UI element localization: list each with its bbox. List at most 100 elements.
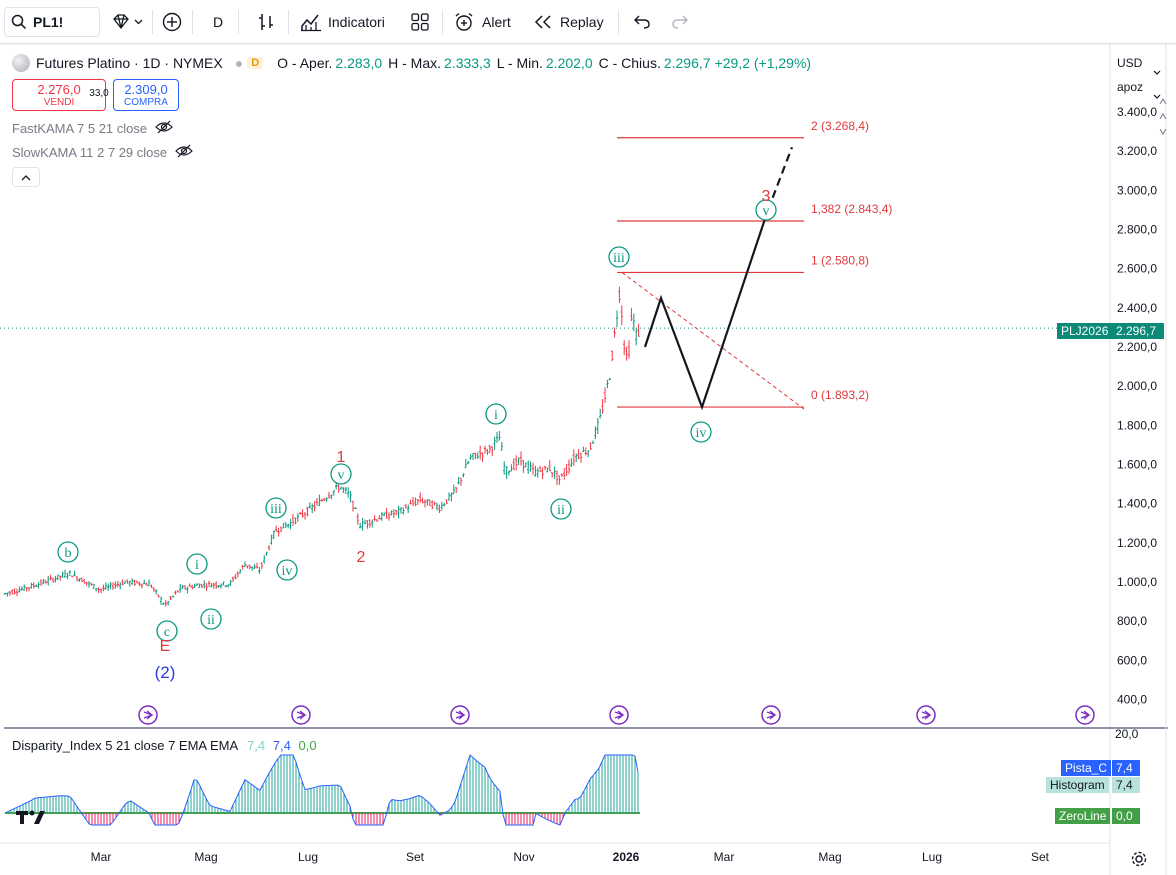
- buy-label: COMPRA: [124, 97, 168, 108]
- scroll-down-icon[interactable]: [1159, 128, 1167, 135]
- pista-tag: Pista_C: [1061, 760, 1112, 776]
- fib-level-label: 1,382 (2.843,4): [811, 202, 892, 216]
- symbol-label: PL1!: [33, 14, 64, 30]
- projection-path[interactable]: [643, 146, 794, 411]
- wave-label-b: b: [65, 546, 72, 561]
- wave-circle: [485, 403, 507, 425]
- spread-value: 33,0: [89, 88, 109, 99]
- currency-select[interactable]: USD: [1113, 52, 1165, 75]
- wave-circle: [265, 497, 287, 519]
- eye-hidden-icon[interactable]: [155, 120, 173, 137]
- wave-label-c: c: [164, 625, 170, 640]
- legend-header: Futures Platino · 1D · NYMEX ● D O - Ape…: [12, 54, 811, 72]
- wave-circle: [57, 541, 79, 563]
- price-axis-label: 1.000,0: [1117, 575, 1157, 589]
- time-axis-label: Set: [1031, 850, 1050, 864]
- indicator-label: FastKAMA 7 5 21 close: [12, 121, 148, 136]
- wave-label-iv1: iv: [282, 564, 293, 579]
- event-markers[interactable]: [138, 705, 1095, 725]
- event-marker-icon: [609, 705, 629, 725]
- event-marker-icon: [138, 705, 158, 725]
- disparity-oscillator: [4, 754, 640, 826]
- delay-badge[interactable]: D: [247, 57, 264, 69]
- wave-circle: [330, 463, 352, 485]
- price-axis-label: 2.800,0: [1117, 223, 1157, 237]
- pista-value: 7,4: [1112, 760, 1140, 776]
- tradingview-logo[interactable]: [16, 809, 46, 830]
- wave-label-E: E: [160, 638, 171, 655]
- alert-button[interactable]: Alert: [454, 7, 520, 37]
- scale-mode-select[interactable]: apoz: [1113, 76, 1165, 99]
- dot-separator: ●: [234, 55, 244, 71]
- indicators-label: Indicatori: [328, 14, 385, 30]
- chevron-up-icon: [21, 168, 31, 186]
- event-arrow: [1080, 710, 1091, 720]
- buy-price: 2.309,0: [124, 82, 168, 97]
- event-marker-icon: [450, 705, 470, 725]
- compare-symbol-button[interactable]: [106, 7, 148, 37]
- wave-label-i2: i: [494, 408, 498, 423]
- price-axis-label: 2.000,0: [1117, 379, 1157, 393]
- chart-canvas[interactable]: 3.400,0 3.200,0 3.000,0 2.800,0 2.600,0 2.400…: [0, 44, 1176, 875]
- bar-chart-icon: [257, 12, 275, 32]
- eye-hidden-icon[interactable]: [175, 144, 193, 161]
- templates-button[interactable]: [406, 7, 434, 37]
- gear-icon: [1130, 851, 1148, 872]
- price-bars: [3, 286, 640, 607]
- symbol-title[interactable]: Futures Platino · 1D · NYMEX: [36, 55, 223, 71]
- scroll-up-icon[interactable]: [1159, 98, 1167, 105]
- oscillator-value-2: 7,4: [272, 738, 291, 753]
- wave-circle: [200, 608, 222, 630]
- interval-button[interactable]: D: [212, 14, 224, 30]
- price-axis-label: 2.200,0: [1117, 340, 1157, 354]
- oscillator-legend[interactable]: Disparity_Index 5 21 close 7 EMA EMA 7,4…: [12, 738, 317, 753]
- wave-label-iii2: iii: [613, 251, 625, 266]
- undo-icon: [634, 15, 650, 29]
- oscillator-title: Disparity_Index 5 21 close 7 EMA EMA: [12, 738, 238, 753]
- grid-icon: [411, 13, 429, 31]
- time-axis-label: Mag: [818, 850, 841, 864]
- price-axis[interactable]: 3.400,0 3.200,0 3.000,0 2.800,0 2.600,0 2.400…: [1117, 105, 1157, 707]
- platinum-logo-icon: [12, 54, 30, 72]
- indicator-slowkama[interactable]: SlowKAMA 11 2 7 29 close: [12, 144, 193, 161]
- event-marker-icon: [761, 705, 781, 725]
- time-axis[interactable]: Mar Mag Lug Set Nov 2026 Mar Mag Lug Set: [91, 850, 1050, 864]
- wave-label-ii1: ii: [207, 613, 215, 628]
- chart-settings-button[interactable]: [1130, 850, 1148, 873]
- symbol-search[interactable]: PL1!: [4, 7, 100, 37]
- replay-button[interactable]: Replay: [534, 7, 610, 37]
- low-key: L - Min.: [496, 55, 543, 71]
- sell-button[interactable]: 2.276,0 VENDI: [12, 79, 106, 111]
- projection-line: [643, 209, 770, 411]
- price-axis-label: 1.400,0: [1117, 497, 1157, 511]
- fibonacci-extension[interactable]: 2 (3.268,4) 1,382 (2.843,4) 1 (2.580,8) 0 (…: [617, 119, 892, 410]
- event-arrow: [766, 710, 777, 720]
- chart-area[interactable]: 3.400,0 3.200,0 3.000,0 2.800,0 2.600,0 2.400…: [0, 44, 1176, 875]
- indicators-button[interactable]: Indicatori: [300, 7, 396, 37]
- price-axis-label: 3.400,0: [1117, 105, 1157, 119]
- indicators-icon: [300, 12, 322, 32]
- event-arrow: [921, 710, 932, 720]
- wave-label-iii1: iii: [270, 502, 282, 517]
- wave-label-iv2: iv: [696, 426, 707, 441]
- price-axis-label: 1.800,0: [1117, 418, 1157, 432]
- high-key: H - Max.: [388, 55, 442, 71]
- fib-level-label: 0 (1.893,2): [811, 388, 869, 402]
- price-axis-label: 400,0: [1117, 693, 1147, 707]
- add-symbol-button[interactable]: [158, 7, 186, 37]
- buy-button[interactable]: 2.309,0 COMPRA: [113, 79, 179, 111]
- undo-button[interactable]: [630, 7, 654, 37]
- indicator-fastkama[interactable]: FastKAMA 7 5 21 close: [12, 120, 173, 137]
- wave-circle: [186, 553, 208, 575]
- redo-button[interactable]: [668, 7, 692, 37]
- wave-label-i1: i: [195, 558, 199, 573]
- chart-type-button[interactable]: [252, 7, 280, 37]
- scroll-up-icon[interactable]: [1159, 113, 1167, 120]
- sell-price: 2.276,0: [37, 82, 81, 97]
- price-axis-label: 2.600,0: [1117, 262, 1157, 276]
- wave-label-v2: v: [763, 204, 770, 219]
- scale-mode-label: apoz: [1117, 80, 1144, 94]
- collapse-legend-button[interactable]: [12, 167, 40, 187]
